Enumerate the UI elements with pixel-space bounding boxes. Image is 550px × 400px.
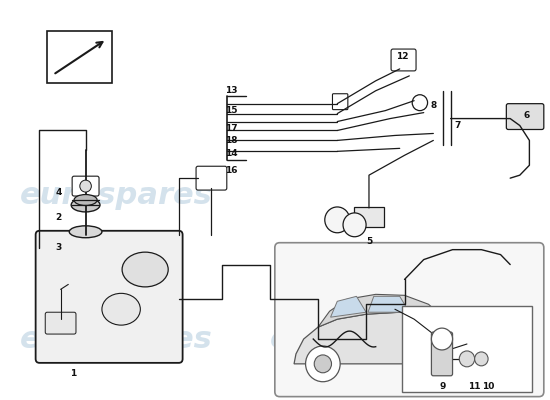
Circle shape xyxy=(314,355,332,373)
FancyBboxPatch shape xyxy=(72,176,99,196)
Circle shape xyxy=(412,95,427,111)
Text: eurospares: eurospares xyxy=(270,324,463,354)
FancyBboxPatch shape xyxy=(196,166,227,190)
Circle shape xyxy=(325,207,350,233)
Circle shape xyxy=(431,328,453,350)
Text: 11: 11 xyxy=(469,382,481,391)
FancyBboxPatch shape xyxy=(431,332,453,376)
Text: eurospares: eurospares xyxy=(20,324,213,354)
Text: 12: 12 xyxy=(397,52,409,60)
Text: 14: 14 xyxy=(226,149,238,158)
Ellipse shape xyxy=(458,328,470,346)
Polygon shape xyxy=(318,294,443,327)
Ellipse shape xyxy=(102,293,140,325)
FancyBboxPatch shape xyxy=(354,207,384,227)
Circle shape xyxy=(459,351,475,367)
Text: 16: 16 xyxy=(226,166,238,175)
Circle shape xyxy=(80,180,91,192)
Circle shape xyxy=(475,352,488,366)
Ellipse shape xyxy=(69,226,102,238)
Text: 8: 8 xyxy=(430,101,437,110)
Text: 10: 10 xyxy=(482,382,494,391)
Text: 7: 7 xyxy=(454,121,460,130)
FancyBboxPatch shape xyxy=(507,104,544,130)
Text: 2: 2 xyxy=(56,213,62,222)
Text: 15: 15 xyxy=(226,106,238,115)
Text: 18: 18 xyxy=(226,136,238,145)
Text: 17: 17 xyxy=(226,124,238,133)
Circle shape xyxy=(421,346,455,382)
Text: 9: 9 xyxy=(440,382,446,391)
Text: 1: 1 xyxy=(70,369,76,378)
FancyBboxPatch shape xyxy=(391,49,416,71)
Circle shape xyxy=(343,213,366,237)
Text: 13: 13 xyxy=(226,86,238,95)
Circle shape xyxy=(430,355,447,373)
Ellipse shape xyxy=(122,252,168,287)
Text: 4: 4 xyxy=(56,188,62,196)
Ellipse shape xyxy=(71,198,100,212)
Circle shape xyxy=(306,346,340,382)
FancyBboxPatch shape xyxy=(45,312,76,334)
Text: 6: 6 xyxy=(524,111,530,120)
Polygon shape xyxy=(368,296,409,312)
FancyBboxPatch shape xyxy=(332,94,348,110)
FancyBboxPatch shape xyxy=(36,231,183,363)
FancyBboxPatch shape xyxy=(275,243,544,397)
FancyBboxPatch shape xyxy=(402,306,532,392)
Text: 5: 5 xyxy=(366,237,372,246)
Ellipse shape xyxy=(74,194,97,206)
Polygon shape xyxy=(331,296,366,317)
Polygon shape xyxy=(294,312,464,364)
Text: 3: 3 xyxy=(56,243,62,252)
Text: eurospares: eurospares xyxy=(20,180,213,210)
